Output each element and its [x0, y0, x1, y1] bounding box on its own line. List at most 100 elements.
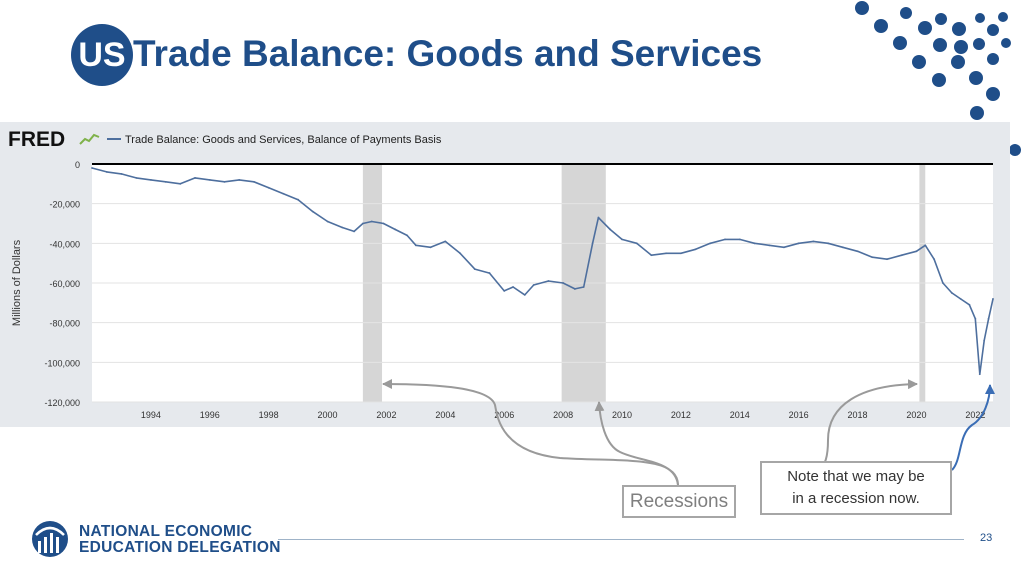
data-point: [987, 317, 990, 320]
trade-balance-chart: FRED Trade Balance: Goods and Services, …: [8, 128, 994, 420]
x-tick-label: 2000: [318, 410, 338, 420]
x-tick-label: 2022: [965, 410, 985, 420]
fred-logo-icon: [79, 133, 100, 145]
data-point: [886, 258, 888, 261]
y-tick-label: -60,000: [49, 279, 80, 289]
data-point: [488, 272, 491, 274]
data-point: [149, 178, 152, 181]
x-tick-label: 2012: [671, 410, 691, 420]
data-point: [582, 286, 585, 288]
y-tick-label: 0: [75, 160, 80, 170]
x-tick-label: 1998: [259, 410, 279, 420]
y-tick-label: -100,000: [44, 358, 80, 368]
data-point: [135, 176, 138, 179]
data-point: [974, 317, 977, 320]
data-point: [694, 248, 697, 251]
nede-logo-icon: [32, 521, 68, 557]
x-tick-label: 1994: [141, 410, 161, 420]
data-point: [968, 303, 971, 306]
data-point: [871, 256, 874, 259]
data-point: [382, 222, 385, 225]
data-point: [267, 186, 270, 189]
x-tick-label: 2004: [435, 410, 455, 420]
x-tick-label: 2020: [906, 410, 926, 420]
data-point: [856, 250, 859, 253]
data-point: [591, 242, 594, 245]
data-point: [370, 220, 373, 223]
us-badge: US: [71, 24, 133, 86]
data-point: [326, 220, 329, 223]
data-point: [959, 297, 962, 300]
y-tick-label: -20,000: [49, 200, 80, 210]
data-point: [523, 294, 526, 296]
data-point: [933, 258, 936, 261]
data-point: [311, 210, 314, 213]
data-point: [709, 242, 712, 245]
decorative-dots: [855, 1, 1021, 156]
data-point: [562, 282, 565, 284]
data-point: [827, 242, 830, 245]
data-point: [915, 250, 918, 253]
org-name-line-1: NATIONAL ECONOMIC: [79, 523, 253, 540]
x-tick-label: 2002: [376, 410, 396, 420]
data-point: [459, 252, 461, 255]
data-point: [812, 240, 815, 243]
legend-label: Trade Balance: Goods and Services, Balan…: [125, 134, 442, 146]
data-point: [797, 242, 800, 245]
data-point: [105, 171, 108, 173]
data-point: [738, 238, 741, 241]
data-point: [394, 228, 397, 231]
data-point: [208, 178, 211, 181]
y-tick-label: -80,000: [49, 319, 80, 329]
data-point: [238, 178, 241, 181]
data-point: [609, 228, 612, 231]
data-point: [950, 292, 953, 294]
data-point: [621, 238, 623, 241]
data-point: [650, 254, 653, 257]
x-tick-label: 2014: [730, 410, 750, 420]
plot-area: 0 -20,000 -40,000 -60,000 -80,000 -100,000 -12…: [44, 160, 994, 420]
footer-divider: [278, 539, 964, 540]
data-point: [164, 180, 167, 183]
data-point: [512, 286, 514, 288]
data-point: [768, 244, 771, 247]
note-callout: Note that we may be in a recession now.: [760, 461, 952, 515]
data-point: [573, 288, 576, 290]
data-point: [253, 180, 255, 183]
data-point: [361, 222, 364, 225]
data-point: [353, 230, 355, 233]
data-point: [91, 167, 93, 169]
y-tick-label: -40,000: [49, 239, 80, 249]
data-point: [679, 252, 682, 255]
data-point: [223, 180, 226, 183]
y-tick-label: -120,000: [44, 398, 80, 408]
data-point: [597, 216, 600, 219]
x-tick-label: 2018: [848, 410, 868, 420]
x-tick-label: 2016: [789, 410, 809, 420]
note-line-2: in a recession now.: [792, 490, 920, 507]
data-point: [547, 280, 550, 282]
data-point: [532, 284, 535, 286]
data-point: [297, 198, 300, 201]
fred-logo-text: FRED: [8, 128, 65, 151]
data-point: [783, 246, 785, 249]
data-point: [841, 246, 844, 249]
data-point: [665, 252, 668, 255]
data-point: [414, 244, 417, 247]
data-point: [900, 254, 903, 257]
data-point: [992, 297, 994, 300]
data-point: [924, 244, 927, 247]
data-point: [341, 226, 344, 229]
org-name: NATIONAL ECONOMIC EDUCATION DELEGATION: [79, 524, 281, 556]
x-tick-label: 2008: [553, 410, 573, 420]
recessions-callout: Recessions: [622, 485, 736, 518]
y-axis-label: Millions of Dollars: [11, 239, 23, 326]
data-point: [120, 173, 123, 175]
data-point: [429, 246, 432, 249]
data-point: [983, 339, 986, 342]
data-point: [503, 290, 506, 292]
data-point: [473, 268, 476, 271]
x-tick-label: 2006: [494, 410, 514, 420]
slide-title: Trade Balance: Goods and Services: [133, 33, 763, 74]
org-name-line-2: EDUCATION DELEGATION: [79, 539, 281, 556]
